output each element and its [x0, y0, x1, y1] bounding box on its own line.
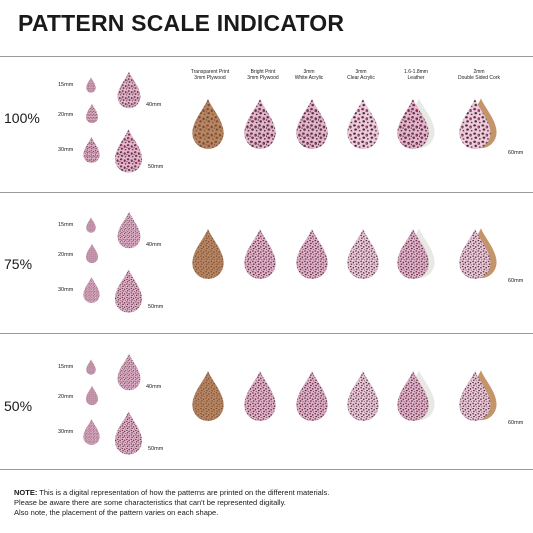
size-label-60mm: 60mm [508, 278, 524, 284]
drop-leather [397, 98, 435, 149]
drop-50mm [114, 129, 143, 173]
size-label-30mm: 30mm [58, 287, 74, 293]
size-label-30mm: 30mm [58, 147, 74, 153]
size-label-40mm: 40mm [146, 102, 162, 108]
material-label-plywood: Transparent Print 3mm Plywood [179, 69, 241, 81]
size-label-40mm: 40mm [146, 242, 162, 248]
size-label-60mm: 60mm [508, 420, 524, 426]
drop-40mm [117, 71, 141, 109]
drop-clear [347, 228, 379, 279]
material-label-white: 3mm White Acrylic [278, 69, 340, 81]
drop-plywood [192, 370, 224, 421]
drop-cork [459, 98, 497, 149]
section-divider [0, 469, 533, 470]
drop-50mm [114, 269, 143, 313]
drop-20mm [85, 103, 99, 124]
drop-plywood [192, 228, 224, 279]
drop-15mm [86, 217, 96, 233]
drop-clear [347, 370, 379, 421]
material-label-line-2: Clear Acrylic [347, 75, 375, 81]
size-label-15mm: 15mm [58, 222, 74, 228]
material-label-line-2: 3mm Plywood [247, 75, 279, 81]
drop-leather [397, 370, 435, 421]
material-label-line-1: 1.6-1.8mm [404, 69, 428, 75]
section-divider [0, 192, 533, 193]
drop-20mm [85, 385, 99, 406]
material-label-line-1: Transparent Print [190, 69, 230, 75]
material-label-line-2: White Acrylic [294, 75, 324, 81]
scale-label: 50% [4, 398, 33, 414]
material-label-line-2: Leather [407, 75, 425, 81]
scale-label: 75% [4, 256, 33, 272]
footer-note: NOTE: This is a digital representation o… [14, 488, 524, 518]
size-label-20mm: 20mm [58, 394, 74, 400]
drop-white [296, 370, 328, 421]
drop-cork [459, 228, 497, 279]
drop-50mm [114, 411, 143, 455]
drop-leather [397, 228, 435, 279]
scale-label: 100% [4, 110, 40, 126]
size-label-50mm: 50mm [148, 446, 164, 452]
material-label-line-1: Bright Print [250, 69, 276, 75]
section-divider [0, 56, 533, 57]
drop-clear [347, 98, 379, 149]
size-label-40mm: 40mm [146, 384, 162, 390]
drop-30mm [83, 136, 100, 163]
material-label-leather: 1.6-1.8mm Leather [385, 69, 447, 81]
note-line-3: Also note, the placement of the pattern … [14, 508, 219, 517]
size-label-30mm: 30mm [58, 429, 74, 435]
material-label-line-1: 2mm [473, 69, 485, 75]
drop-plywood [192, 98, 224, 149]
size-label-20mm: 20mm [58, 112, 74, 118]
size-label-50mm: 50mm [148, 304, 164, 310]
size-label-15mm: 15mm [58, 364, 74, 370]
drop-white [296, 228, 328, 279]
note-label: NOTE: [14, 488, 38, 497]
size-label-20mm: 20mm [58, 252, 74, 258]
section-divider [0, 333, 533, 334]
drop-30mm [83, 418, 100, 445]
material-label-bright: Bright Print 3mm Plywood [232, 69, 294, 81]
material-label-line-1: 3mm [303, 69, 315, 75]
drop-white [296, 98, 328, 149]
material-label-cork: 2mm Double Sided Cork [448, 69, 510, 81]
drop-bright [244, 370, 276, 421]
drop-20mm [85, 243, 99, 264]
drop-15mm [86, 77, 96, 93]
drop-40mm [117, 211, 141, 249]
drop-40mm [117, 353, 141, 391]
drop-15mm [86, 359, 96, 375]
note-line-1: This is a digital representation of how … [37, 488, 330, 497]
drop-30mm [83, 276, 100, 303]
size-label-60mm: 60mm [508, 150, 524, 156]
page-title: PATTERN SCALE INDICATOR [18, 10, 345, 36]
material-label-clear: 3mm Clear Acrylic [330, 69, 392, 81]
material-label-line-2: Double Sided Cork [458, 75, 500, 81]
material-label-line-2: 3mm Plywood [194, 75, 226, 81]
drop-bright [244, 228, 276, 279]
material-label-line-1: 3mm [355, 69, 367, 75]
note-line-2: Please be aware there are some character… [14, 498, 286, 507]
drop-cork [459, 370, 497, 421]
drop-bright [244, 98, 276, 149]
size-label-50mm: 50mm [148, 164, 164, 170]
size-label-15mm: 15mm [58, 82, 74, 88]
